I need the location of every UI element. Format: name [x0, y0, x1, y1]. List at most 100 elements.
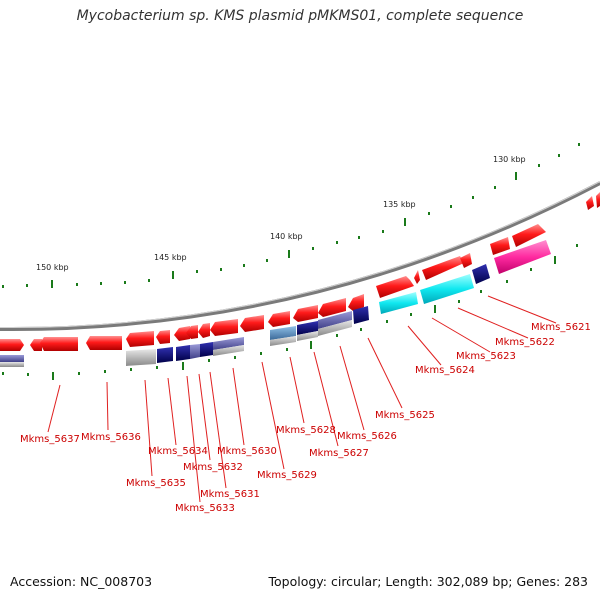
lower-tick — [310, 341, 312, 349]
gene-label-5626: Mkms_5626 — [337, 431, 397, 442]
cog-block-cyan — [420, 274, 474, 304]
leader-line — [289, 356, 305, 424]
cog-block-slate — [0, 355, 24, 362]
map-title: Mycobacterium sp. KMS plasmid pMKMS01, c… — [76, 8, 524, 24]
scale-tick — [196, 270, 198, 273]
lower-tick — [182, 362, 184, 370]
scale-tick — [220, 268, 222, 271]
gene-arrow — [596, 192, 600, 208]
leader-line — [209, 371, 227, 489]
lower-tick — [130, 368, 132, 371]
lower-tick — [336, 334, 338, 337]
scale-tick — [450, 205, 452, 208]
lower-tick — [506, 280, 508, 283]
gene-arrow — [414, 270, 420, 284]
scale-tick — [404, 218, 406, 226]
lower-tick — [104, 370, 106, 373]
gene-label-5624: Mkms_5624 — [415, 365, 475, 376]
lower-tick — [27, 373, 29, 376]
gene-arrow — [348, 294, 364, 311]
gene-arrow — [86, 336, 122, 350]
scale-ticks — [2, 143, 580, 288]
gene-arrow — [30, 339, 42, 351]
gene-label-5621: Mkms_5621 — [531, 322, 591, 333]
leader-line — [339, 345, 365, 431]
gene-arrow — [268, 311, 290, 327]
leader-line — [106, 381, 109, 431]
gene-arrow — [198, 323, 210, 338]
gene-label-5627: Mkms_5627 — [309, 448, 369, 459]
gene-label-5635: Mkms_5635 — [126, 478, 186, 489]
scale-label-130: 130 kbp — [493, 155, 526, 164]
leader-line — [198, 373, 211, 461]
gene-arrow — [318, 298, 346, 317]
backbone-arc — [0, 181, 600, 332]
leader-line — [367, 337, 403, 409]
lower-tick — [434, 305, 436, 313]
lower-tick — [480, 290, 482, 293]
scale-tick — [124, 281, 126, 284]
scale-tick — [266, 259, 268, 262]
leader-line — [232, 367, 245, 446]
lower-tick — [78, 372, 80, 375]
leader-line — [457, 307, 529, 339]
lower-tick — [234, 356, 236, 359]
scale-tick — [243, 264, 245, 267]
lower-tick — [52, 372, 54, 380]
gene-label-5628: Mkms_5628 — [276, 425, 336, 436]
lower-tick — [156, 366, 158, 369]
gene-label-5630: Mkms_5630 — [217, 446, 277, 457]
gene-arrow — [156, 330, 170, 344]
scale-tick — [538, 164, 540, 167]
scale-tick — [2, 285, 4, 288]
scale-tick — [100, 282, 102, 285]
cog-block-gray — [270, 336, 296, 346]
gene-arrow — [240, 315, 264, 332]
scale-tick — [76, 283, 78, 286]
gene-label-5634: Mkms_5634 — [148, 446, 208, 457]
lower-tick — [410, 313, 412, 316]
gene-label-5623: Mkms_5623 — [456, 351, 516, 362]
leader-lines — [47, 295, 557, 503]
cog-block-navy — [157, 347, 173, 363]
scale-label-140: 140 kbp — [270, 232, 303, 241]
cog-block-gray — [0, 362, 24, 367]
leader-line — [487, 295, 557, 324]
scale-tick — [51, 280, 53, 288]
lower-tick — [2, 372, 4, 375]
scale-tick — [312, 247, 314, 250]
scale-tick — [382, 230, 384, 233]
scale-tick — [288, 250, 290, 258]
leader-line — [407, 325, 442, 366]
scale-tick — [494, 186, 496, 189]
cog-block-gray — [297, 331, 318, 341]
cog-block-gray — [213, 345, 244, 356]
cog-block-slate — [318, 311, 352, 329]
leader-line — [431, 317, 491, 353]
scale-tick — [472, 196, 474, 199]
scale-tick — [578, 143, 580, 146]
backbone-arc-highlight — [0, 181, 600, 329]
gene-arrow — [174, 326, 190, 341]
lower-tick — [208, 359, 210, 362]
lower-tick — [576, 244, 578, 247]
accession-text: Accession: NC_008703 — [10, 574, 153, 589]
gene-label-5633: Mkms_5633 — [175, 503, 235, 514]
lower-tick — [286, 348, 288, 351]
cog-block-cyan — [379, 292, 418, 314]
cog-block-navy — [200, 342, 213, 357]
cog-block-navy — [353, 306, 369, 324]
leader-line — [261, 361, 285, 470]
scale-tick — [358, 236, 360, 239]
scale-tick — [26, 284, 28, 287]
gene-label-5631: Mkms_5631 — [200, 489, 260, 500]
scale-tick — [336, 241, 338, 244]
gene-arrow — [0, 339, 24, 351]
lower-tick — [458, 300, 460, 303]
cog-block-steel — [270, 326, 296, 340]
lower-tick — [260, 352, 262, 355]
lower-tick — [530, 268, 532, 271]
scale-tick — [148, 279, 150, 282]
cog-block-navy — [176, 345, 190, 361]
gene-arrow — [40, 337, 78, 351]
